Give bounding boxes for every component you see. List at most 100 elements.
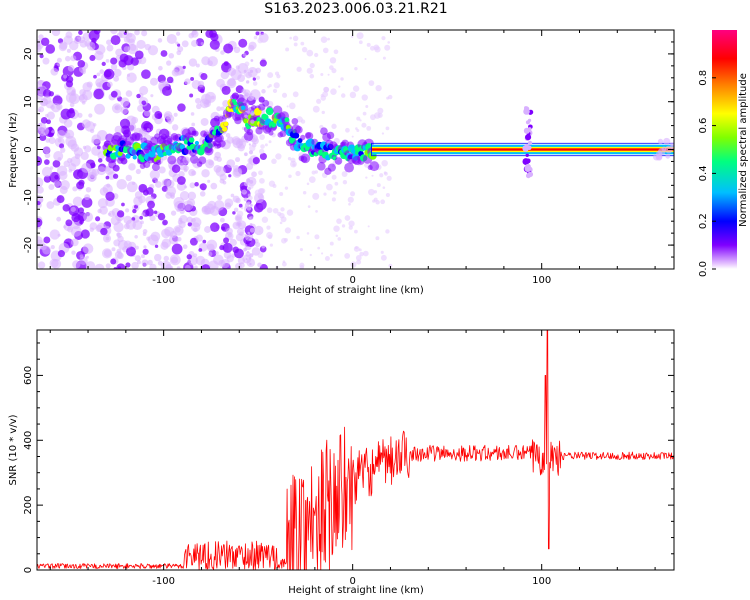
- heatmap-cell: [197, 80, 205, 88]
- heatmap-cell: [125, 262, 131, 268]
- heatmap-cell: [292, 35, 299, 42]
- heatmap-cell: [272, 207, 279, 214]
- heatmap-cell: [240, 206, 244, 210]
- heatmap-cell: [326, 183, 333, 191]
- heatmap-cell: [369, 45, 375, 51]
- heatmap-cell: [187, 222, 193, 227]
- heatmap-cell: [226, 78, 237, 89]
- heatmap-cell: [93, 74, 97, 79]
- heatmap-cell: [322, 91, 329, 98]
- heatmap-cell: [268, 130, 274, 136]
- heatmap-cell: [285, 47, 290, 52]
- heatmap-cell: [72, 260, 81, 269]
- heatmap-cell: [188, 137, 195, 143]
- heatmap-cell: [245, 234, 248, 238]
- y-tick-label: -20: [23, 237, 34, 253]
- heatmap-cell: [293, 132, 300, 139]
- heatmap-cell: [105, 263, 111, 269]
- heatmap-cell: [125, 174, 133, 182]
- heatmap-cell: [57, 138, 62, 143]
- heatmap-cell: [48, 184, 55, 190]
- heatmap-cell: [46, 201, 55, 209]
- heatmap-cell: [177, 103, 186, 112]
- heatmap-cell: [241, 224, 246, 229]
- heatmap-cell: [119, 53, 129, 63]
- heatmap-cell: [306, 67, 313, 74]
- heatmap-cell: [112, 173, 119, 179]
- heatmap-cell: [208, 260, 219, 269]
- heatmap-cell: [38, 34, 44, 40]
- heatmap-cell: [81, 119, 91, 129]
- heatmap-cell: [60, 147, 66, 153]
- heatmap-cell: [126, 72, 137, 83]
- heatmap-cell: [324, 255, 330, 261]
- heatmap-cell: [348, 202, 351, 206]
- heatmap-cell: [312, 192, 320, 200]
- heatmap-cell: [121, 202, 125, 207]
- heatmap-cell: [204, 225, 212, 233]
- heatmap-cell: [205, 159, 215, 169]
- heatmap-cell: [266, 225, 271, 230]
- heatmap-cell: [330, 88, 337, 95]
- heatmap-cell: [366, 125, 372, 131]
- heatmap-cell: [230, 94, 238, 102]
- heatmap-cell: [133, 196, 143, 206]
- heatmap-cell: [91, 134, 102, 145]
- heatmap-cell: [271, 158, 277, 165]
- heatmap-cell: [82, 243, 94, 254]
- heatmap-cell: [134, 245, 139, 250]
- heatmap-cell: [139, 215, 144, 220]
- heatmap-cell: [110, 30, 118, 35]
- heatmap-cell: [235, 222, 240, 226]
- heatmap-cell: [56, 195, 65, 204]
- heatmap-cell: [79, 39, 88, 48]
- heatmap-cell: [106, 183, 111, 188]
- heatmap-cell: [63, 74, 68, 79]
- heatmap-cell: [216, 194, 223, 201]
- heatmap-cell: [356, 259, 362, 265]
- heatmap-cell: [247, 186, 252, 191]
- heatmap-cell: [143, 109, 151, 117]
- heatmap-cell: [295, 170, 301, 177]
- heatmap-cell: [249, 238, 252, 242]
- heatmap-cell: [163, 255, 170, 262]
- heatmap-cell: [176, 266, 181, 269]
- heatmap-cell: [106, 44, 114, 52]
- heatmap-cell: [201, 169, 210, 178]
- heatmap-cell: [141, 254, 145, 259]
- heatmap-cell: [216, 78, 225, 88]
- heatmap-cell: [368, 80, 375, 86]
- heatmap-cell: [117, 157, 124, 164]
- heatmap-cell: [261, 216, 269, 223]
- heatmap-cell: [246, 162, 254, 170]
- heatmap-cell: [299, 247, 303, 252]
- heatmap-cell: [154, 244, 159, 248]
- heatmap-cell: [184, 264, 191, 269]
- heatmap-cell: [64, 132, 71, 139]
- heatmap-cell: [110, 57, 118, 65]
- heatmap-cell: [200, 130, 207, 138]
- heatmap-cell: [247, 231, 250, 235]
- heatmap-cell: [205, 91, 217, 103]
- heatmap-cell: [96, 145, 101, 150]
- heatmap-cell: [179, 191, 190, 201]
- heatmap-cell: [76, 181, 85, 190]
- heatmap-cell: [259, 134, 265, 140]
- heatmap-cell: [266, 207, 273, 214]
- heatmap-cell: [171, 69, 180, 77]
- heatmap-cell: [231, 136, 241, 145]
- heatmap-cell: [81, 100, 86, 105]
- heatmap-cell: [99, 206, 108, 215]
- heatmap-cell: [335, 234, 339, 238]
- heatmap-cell: [380, 250, 384, 254]
- heatmap-cell: [368, 188, 375, 196]
- heatmap-cell: [347, 196, 354, 203]
- x-tick-label: 100: [532, 275, 551, 286]
- heatmap-cell: [341, 171, 348, 177]
- heatmap-cell: [246, 128, 254, 136]
- heatmap-cell: [367, 225, 370, 228]
- heatmap-cell: [252, 77, 257, 81]
- heatmap-cell: [248, 150, 254, 155]
- heatmap-cell: [71, 250, 76, 255]
- heatmap-cell: [94, 263, 105, 269]
